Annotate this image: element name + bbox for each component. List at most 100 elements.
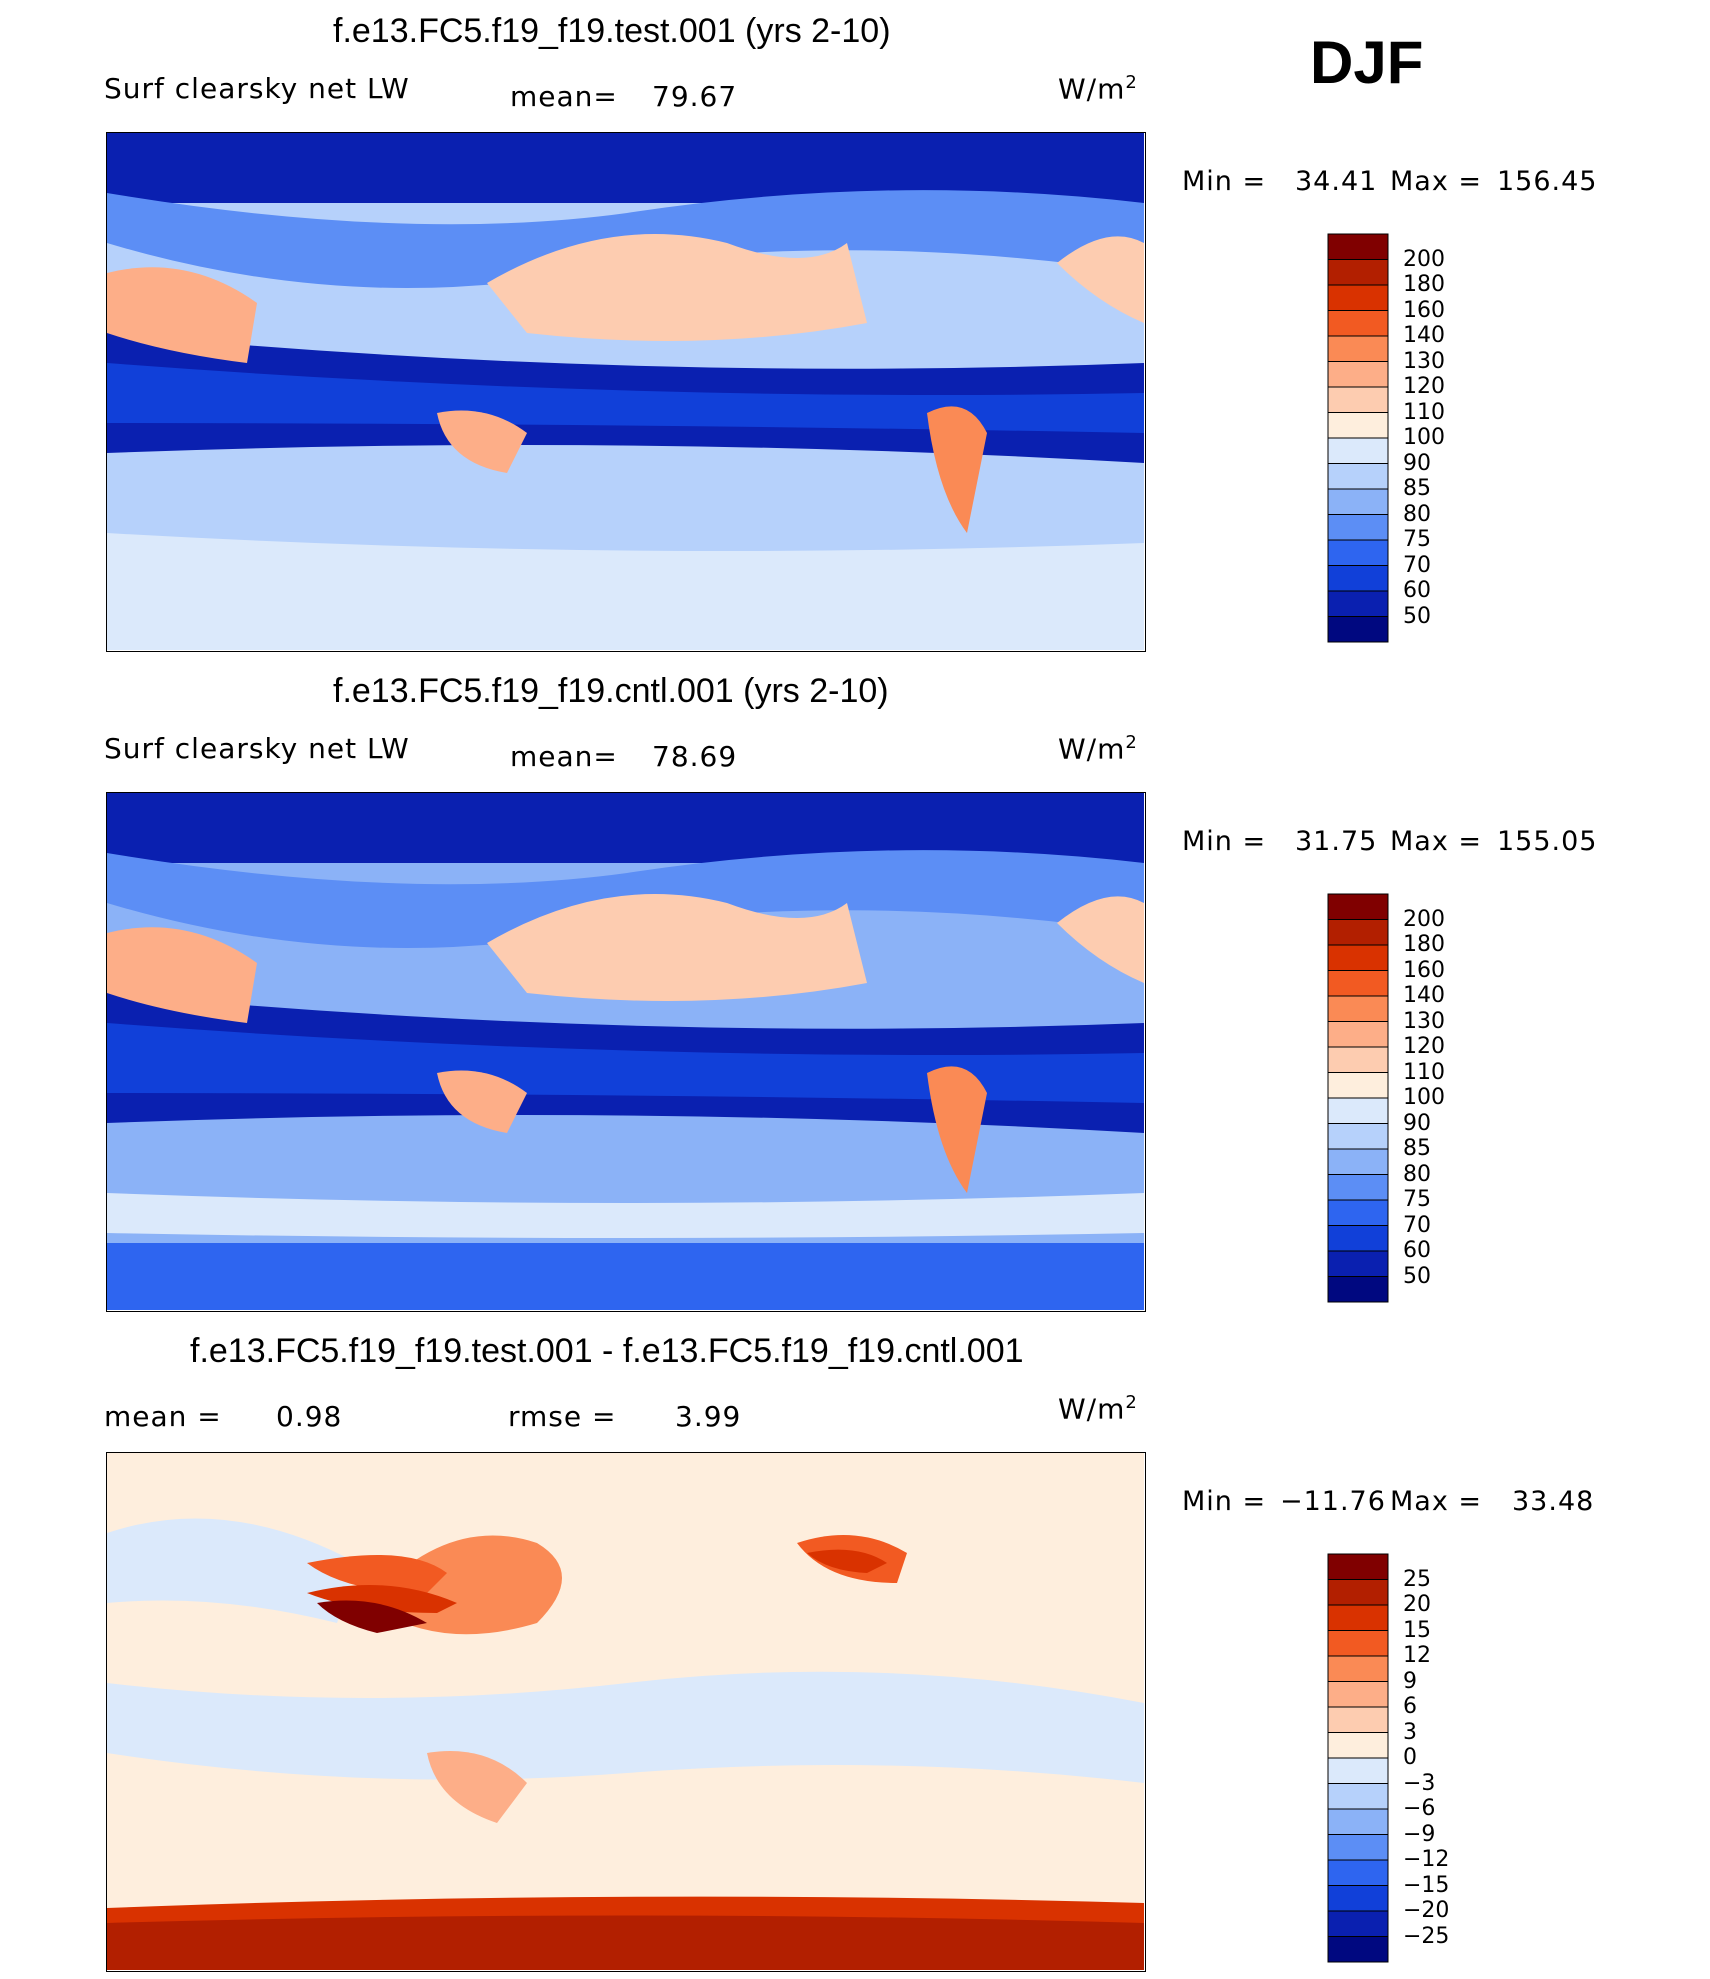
colorbar-swatch [1327, 1579, 1389, 1606]
colorbar-level-label: 140 [1403, 323, 1445, 348]
panel1-mean-label: mean= [510, 80, 618, 113]
panel1-colorbar [1327, 233, 1389, 648]
panel1-units: W/m2 [1058, 72, 1138, 106]
colorbar-level-label: 9 [1403, 1668, 1417, 1694]
colorbar-level-label: 60 [1403, 1238, 1431, 1263]
colorbar-level-label: 100 [1403, 425, 1445, 450]
colorbar-level-label: 0 [1403, 1745, 1417, 1770]
colorbar-level-label: 75 [1403, 1187, 1431, 1212]
panel3-max-label: Max = [1390, 1486, 1483, 1517]
colorbar-swatch [1327, 1199, 1389, 1226]
panel2-mean-label: mean= [510, 740, 618, 773]
colorbar-level-label: −25 [1403, 1923, 1450, 1949]
colorbar-swatch [1327, 437, 1389, 464]
colorbar-swatch [1327, 1174, 1389, 1201]
colorbar-level-label: 80 [1403, 501, 1431, 527]
colorbar-swatch [1327, 1097, 1389, 1124]
colorbar-level-label: 180 [1403, 272, 1445, 297]
colorbar-swatch [1327, 386, 1389, 413]
colorbar-level-label: 20 [1403, 1592, 1431, 1617]
colorbar-level-label: 110 [1403, 399, 1445, 425]
panel2-title: f.e13.FC5.f19_f19.cntl.001 (yrs 2-10) [333, 672, 889, 710]
colorbar-level-label: 160 [1403, 957, 1445, 983]
panel2-colorbar [1327, 893, 1389, 1308]
colorbar-level-label: 120 [1403, 374, 1445, 399]
colorbar-swatch [1327, 1250, 1389, 1277]
colorbar-level-label: 50 [1403, 603, 1431, 629]
panel1-mean-value: 79.67 [652, 80, 738, 113]
colorbar-swatch [1327, 893, 1389, 920]
colorbar-swatch [1327, 539, 1389, 566]
colorbar-level-label: 100 [1403, 1085, 1445, 1110]
colorbar-swatch [1327, 361, 1389, 388]
colorbar-swatch [1327, 590, 1389, 617]
colorbar-level-label: 200 [1403, 906, 1445, 932]
colorbar-level-label: 70 [1403, 552, 1431, 578]
colorbar-swatch [1327, 463, 1389, 490]
panel2-max-value: 155.05 [1497, 826, 1598, 857]
panel3-title: f.e13.FC5.f19_f19.test.001 - f.e13.FC5.f… [190, 1332, 1024, 1370]
colorbar-level-label: 120 [1403, 1034, 1445, 1059]
panel1-colorbar-svg [1327, 233, 1389, 643]
colorbar-swatch [1327, 944, 1389, 971]
panel2-variable: Surf clearsky net LW [104, 732, 410, 765]
colorbar-level-label: −3 [1403, 1770, 1436, 1796]
colorbar-swatch [1327, 565, 1389, 592]
colorbar-level-label: 130 [1403, 348, 1445, 374]
panel1-max-value: 156.45 [1497, 166, 1598, 197]
colorbar-swatch [1327, 1859, 1389, 1886]
panel3-colorbar [1327, 1553, 1389, 1968]
colorbar-level-label: −15 [1403, 1872, 1450, 1898]
colorbar-swatch [1327, 995, 1389, 1022]
panel1-min-label: Min = [1182, 166, 1267, 197]
colorbar-level-label: 6 [1403, 1694, 1417, 1719]
colorbar-level-label: 180 [1403, 932, 1445, 957]
colorbar-level-label: 140 [1403, 983, 1445, 1008]
colorbar-level-label: −6 [1403, 1796, 1436, 1821]
colorbar-swatch [1327, 1148, 1389, 1175]
colorbar-swatch [1327, 1808, 1389, 1835]
panel2-units: W/m2 [1058, 732, 1138, 766]
panel3-mean-value: 0.98 [276, 1400, 343, 1433]
panel2-min-label: Min = [1182, 826, 1267, 857]
colorbar-level-label: 25 [1403, 1566, 1431, 1592]
colorbar-swatch [1327, 259, 1389, 286]
colorbar-level-label: 130 [1403, 1008, 1445, 1034]
panel1-max-label: Max = [1390, 166, 1483, 197]
panel1-min-value: 34.41 [1295, 166, 1378, 197]
colorbar-level-label: 70 [1403, 1212, 1431, 1238]
colorbar-level-label: 60 [1403, 578, 1431, 603]
colorbar-swatch [1327, 1757, 1389, 1784]
panel3-min-label: Min = [1182, 1486, 1267, 1517]
colorbar-swatch [1327, 1553, 1389, 1580]
colorbar-swatch [1327, 310, 1389, 337]
colorbar-level-label: 80 [1403, 1161, 1431, 1187]
colorbar-swatch [1327, 488, 1389, 515]
colorbar-level-label: 90 [1403, 1110, 1431, 1136]
colorbar-swatch [1327, 335, 1389, 362]
panel3-min-value: −11.76 [1280, 1486, 1386, 1517]
colorbar-swatch [1327, 1834, 1389, 1861]
colorbar-level-label: −12 [1403, 1847, 1450, 1872]
colorbar-swatch [1327, 1630, 1389, 1657]
colorbar-swatch [1327, 970, 1389, 997]
colorbar-level-label: 90 [1403, 450, 1431, 476]
colorbar-swatch [1327, 1936, 1389, 1963]
panel1-map-svg [107, 133, 1144, 650]
colorbar-level-label: 12 [1403, 1643, 1431, 1668]
colorbar-level-label: 15 [1403, 1617, 1431, 1643]
colorbar-level-label: 85 [1403, 1136, 1431, 1161]
panel3-map-svg [107, 1453, 1144, 1970]
colorbar-level-label: 75 [1403, 527, 1431, 552]
panel3-max-value: 33.48 [1512, 1486, 1595, 1517]
colorbar-swatch [1327, 1123, 1389, 1150]
colorbar-swatch [1327, 1021, 1389, 1048]
colorbar-level-label: 160 [1403, 297, 1445, 323]
colorbar-swatch [1327, 1910, 1389, 1937]
panel3-rmse-label: rmse = [508, 1400, 617, 1433]
colorbar-swatch [1327, 1706, 1389, 1733]
colorbar-level-label: −20 [1403, 1898, 1450, 1923]
colorbar-swatch [1327, 1276, 1389, 1303]
colorbar-level-label: −9 [1403, 1821, 1436, 1847]
panel1-map [106, 132, 1146, 652]
